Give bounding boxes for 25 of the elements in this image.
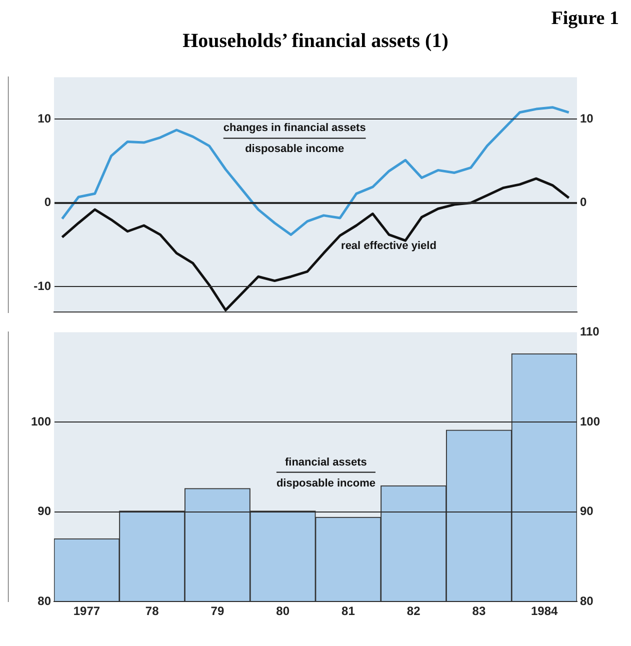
x-tick-label: 1977 [73, 604, 100, 618]
series-label: changes in financial assets disposable income [223, 122, 366, 156]
chart-subtitle: Figure 1 [550, 8, 620, 30]
y2-tick-label: 0 [580, 195, 587, 210]
series-label: financial assets disposable income [276, 456, 376, 490]
x-tick-label: 1984 [530, 604, 558, 618]
x-tick-label: 83 [472, 604, 486, 618]
y2-tick-label: 100 [580, 414, 600, 428]
series-label: real effective yield [341, 240, 436, 252]
y-tick-label: 10 [38, 111, 52, 126]
x-tick-label: 79 [210, 604, 224, 618]
y-tick-label: -10 [34, 278, 52, 293]
y2-tick-label: 10 [580, 111, 594, 126]
x-tick-label: 78 [145, 604, 160, 618]
x-tick-label: 81 [342, 604, 356, 618]
y-tick-label: 80 [38, 594, 52, 608]
y-tick-label: 100 [30, 414, 52, 428]
chart-title: Households’ financial assets (1) [182, 30, 450, 53]
y2-tick-label: 110 [580, 324, 600, 339]
x-tick-label: 82 [406, 604, 421, 618]
y-tick-label: 0 [44, 195, 52, 210]
y2-tick-label: 90 [580, 504, 594, 518]
x-tick-label: 80 [276, 604, 290, 618]
y2-tick-label: 80 [580, 594, 594, 608]
y-tick-label: 90 [38, 504, 52, 518]
